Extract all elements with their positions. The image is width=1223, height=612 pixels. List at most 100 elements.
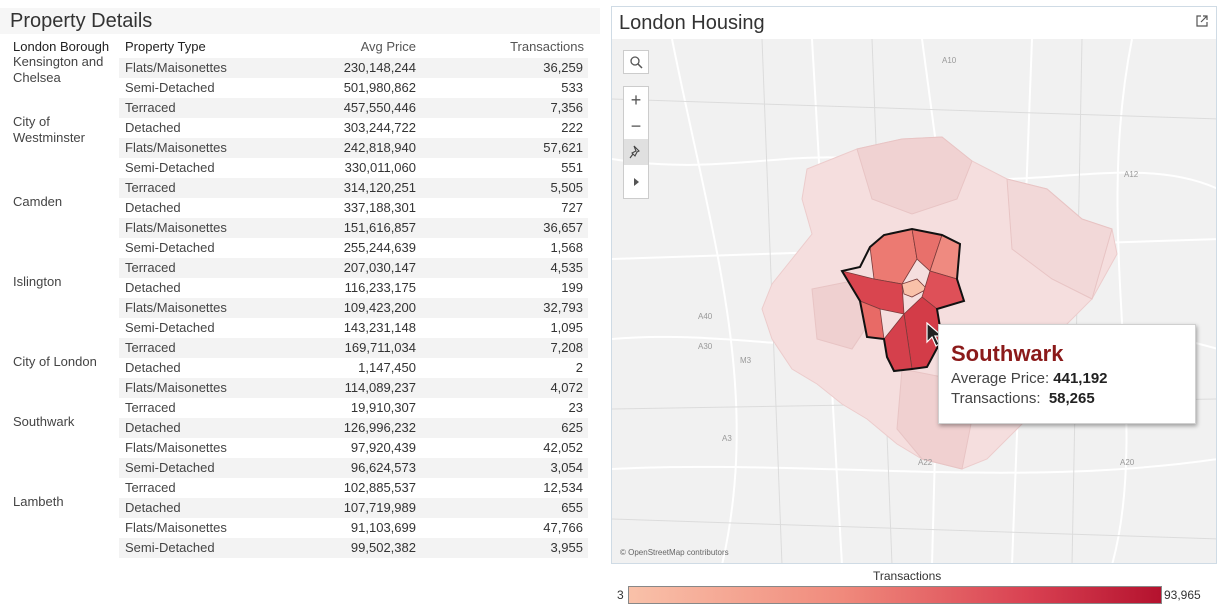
- table-row[interactable]: Terraced 207,030,147 4,535: [0, 258, 600, 278]
- table-row[interactable]: Semi-Detached 143,231,148 1,095: [0, 318, 600, 338]
- table-row[interactable]: Semi-Detached 330,011,060 551: [0, 158, 600, 178]
- row-band: [119, 498, 588, 518]
- table-row[interactable]: Detached 126,996,232 625: [0, 418, 600, 438]
- row-band: [119, 178, 588, 198]
- zoom-out-button[interactable]: −: [630, 116, 642, 136]
- table-row[interactable]: Terraced 314,120,251 5,505: [0, 178, 600, 198]
- table-row[interactable]: Flats/Maisonettes 91,103,699 47,766: [0, 518, 600, 538]
- road-label: A30: [698, 342, 713, 351]
- table-row[interactable]: Terraced 169,711,034 7,208: [0, 338, 600, 358]
- table-row[interactable]: Terraced 102,885,537 12,534: [0, 478, 600, 498]
- map-zoom-controls: + −: [623, 86, 649, 199]
- table-row[interactable]: Flats/Maisonettes 151,616,857 36,657: [0, 218, 600, 238]
- cell-property-type: Flats/Maisonettes: [125, 300, 227, 315]
- cell-property-type: Flats/Maisonettes: [125, 440, 227, 455]
- tooltip-transactions: Transactions: 58,265: [951, 390, 1095, 407]
- map-attribution[interactable]: © OpenStreetMap contributors: [620, 548, 729, 557]
- table-row[interactable]: Semi-Detached 96,624,573 3,054: [0, 458, 600, 478]
- borough-label[interactable]: Southwark: [13, 414, 75, 429]
- table-row[interactable]: Terraced 19,910,307 23: [0, 398, 600, 418]
- cell-transactions: 1,095: [550, 320, 583, 335]
- cell-property-type: Detached: [125, 120, 181, 135]
- cell-avg-price: 242,818,940: [343, 140, 416, 155]
- cell-property-type: Semi-Detached: [125, 240, 215, 255]
- cell-transactions: 727: [561, 200, 583, 215]
- cell-property-type: Detached: [125, 360, 181, 375]
- cell-transactions: 47,766: [543, 520, 583, 535]
- table-row[interactable]: Semi-Detached 255,244,639 1,568: [0, 238, 600, 258]
- table-row[interactable]: Flats/Maisonettes 242,818,940 57,621: [0, 138, 600, 158]
- play-arrow-icon: [634, 178, 639, 186]
- table-row[interactable]: Detached 1,147,450 2: [0, 358, 600, 378]
- column-header-property-type[interactable]: Property Type: [125, 39, 206, 54]
- cell-property-type: Flats/Maisonettes: [125, 60, 227, 75]
- borough-label[interactable]: Islington: [13, 274, 62, 289]
- road-label: A22: [918, 458, 933, 467]
- property-details-title: Property Details: [0, 8, 600, 34]
- cell-property-type: Flats/Maisonettes: [125, 140, 227, 155]
- row-band: [119, 258, 588, 278]
- cell-property-type: Semi-Detached: [125, 160, 215, 175]
- row-band: [119, 538, 588, 558]
- cell-avg-price: 116,233,175: [344, 280, 416, 295]
- tooltip-avg-price-label: Average Price:: [951, 370, 1050, 387]
- table-row[interactable]: Flats/Maisonettes 109,423,200 32,793: [0, 298, 600, 318]
- cell-transactions: 36,259: [543, 60, 583, 75]
- column-header-borough[interactable]: London Borough: [13, 39, 110, 54]
- table-row[interactable]: Terraced 457,550,446 7,356: [0, 98, 600, 118]
- cell-avg-price: 230,148,244: [343, 60, 416, 75]
- cell-transactions: 57,621: [543, 140, 583, 155]
- table-row[interactable]: Detached 337,188,301 727: [0, 198, 600, 218]
- highlighted-boroughs[interactable]: [840, 227, 966, 373]
- table-row[interactable]: Flats/Maisonettes 97,920,439 42,052: [0, 438, 600, 458]
- choropleth-map[interactable]: A10 A12 A40 A30 M3 A3 A22 A20: [612, 39, 1217, 564]
- table-row[interactable]: Semi-Detached 501,980,862 533: [0, 78, 600, 98]
- row-band: [119, 58, 588, 78]
- cell-transactions: 655: [561, 500, 583, 515]
- table-row[interactable]: Semi-Detached 99,502,382 3,955: [0, 538, 600, 558]
- table-row[interactable]: Flats/Maisonettes 114,089,237 4,072: [0, 378, 600, 398]
- borough-label[interactable]: Kensington and Chelsea: [13, 54, 104, 85]
- cell-avg-price: 330,011,060: [344, 160, 416, 175]
- borough-label[interactable]: City of Westminster: [13, 114, 85, 145]
- cell-transactions: 7,208: [550, 340, 583, 355]
- table-row[interactable]: Flats/Maisonettes 230,148,244 36,259: [0, 58, 600, 78]
- borough-label[interactable]: Lambeth: [13, 494, 64, 509]
- tooltip-borough-name: Southwark: [951, 341, 1064, 366]
- cell-transactions: 5,505: [550, 180, 583, 195]
- table-row[interactable]: Detached 116,233,175 199: [0, 278, 600, 298]
- cell-avg-price: 143,231,148: [343, 320, 416, 335]
- cell-avg-price: 1,147,450: [358, 360, 416, 375]
- cell-avg-price: 97,920,439: [350, 440, 416, 455]
- column-header-avg-price[interactable]: Avg Price: [360, 39, 416, 54]
- borough-label[interactable]: City of London: [13, 354, 97, 369]
- cell-avg-price: 91,103,699: [350, 520, 416, 535]
- column-header-transactions[interactable]: Transactions: [510, 39, 584, 54]
- cell-avg-price: 114,089,237: [344, 380, 416, 395]
- cell-transactions: 7,356: [550, 100, 583, 115]
- map-search-button[interactable]: [623, 50, 649, 74]
- table-row[interactable]: Detached 107,719,989 655: [0, 498, 600, 518]
- tooltip-avg-price-value: 441,192: [1053, 370, 1108, 387]
- popout-icon[interactable]: [1196, 15, 1208, 27]
- borough-tooltip: Southwark Average Price: 441,192 Transac…: [938, 324, 1196, 424]
- road-labels: A10 A12 A40 A30 M3 A3 A22 A20: [698, 56, 1139, 467]
- cell-avg-price: 102,885,537: [343, 480, 416, 495]
- map-title: London Housing: [619, 12, 765, 34]
- row-band: [119, 338, 588, 358]
- borough-label[interactable]: Camden: [13, 194, 63, 209]
- zoom-in-button[interactable]: +: [630, 90, 642, 110]
- cell-property-type: Semi-Detached: [125, 460, 215, 475]
- road-label: A10: [942, 56, 957, 65]
- expand-toolbar-button[interactable]: [624, 167, 648, 197]
- table-row[interactable]: Detached 303,244,722 222: [0, 118, 600, 138]
- cell-property-type: Flats/Maisonettes: [125, 520, 227, 535]
- cell-avg-price: 19,910,307: [350, 400, 416, 415]
- cell-avg-price: 99,502,382: [350, 540, 416, 555]
- cell-avg-price: 107,719,989: [343, 500, 416, 515]
- outer-borough-north: [856, 136, 973, 215]
- cell-transactions: 551: [561, 160, 583, 175]
- pin-map-button[interactable]: [624, 139, 648, 165]
- cell-avg-price: 303,244,722: [343, 120, 416, 135]
- city-of-london-region[interactable]: [901, 278, 928, 298]
